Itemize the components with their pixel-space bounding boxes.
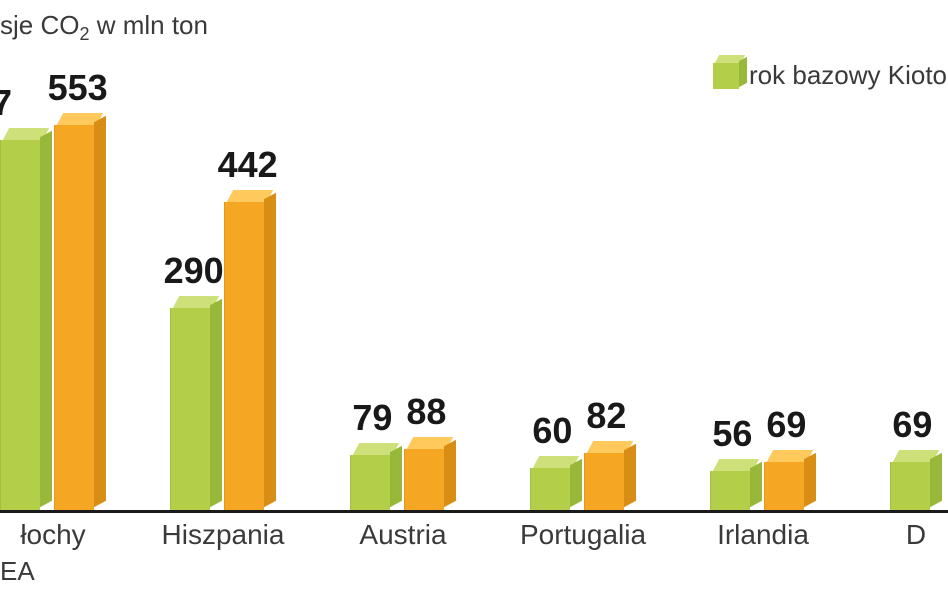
legend: rok bazowy Kioto xyxy=(713,60,948,91)
bar-value: 79 xyxy=(352,397,392,439)
bar-group: 69 xyxy=(890,462,930,510)
x-label: D xyxy=(906,519,926,551)
bar: 69 xyxy=(890,462,930,510)
bar-value: 69 xyxy=(892,404,932,446)
bar-value: 7 xyxy=(0,82,12,124)
bar-value: 442 xyxy=(218,144,278,186)
bar: 56 xyxy=(710,471,750,510)
bar-group: 7 553 xyxy=(0,125,94,510)
bar: 82 xyxy=(584,453,624,510)
bar-group: 290 442 xyxy=(170,202,264,510)
bar: 88 xyxy=(404,449,444,510)
bar: 553 xyxy=(54,125,94,510)
bar: 290 xyxy=(170,308,210,510)
chart-area: 755329044279886082566969 xyxy=(0,120,948,513)
x-label: Hiszpania xyxy=(162,519,285,551)
x-label: Austria xyxy=(359,519,446,551)
x-label: Irlandia xyxy=(717,519,809,551)
bar-group: 60 82 xyxy=(530,453,624,510)
bar: 60 xyxy=(530,468,570,510)
chart-title: sje CO2 w mln ton xyxy=(0,10,208,45)
legend-item-0: rok bazowy Kioto xyxy=(713,60,947,91)
x-axis-labels: łochy Hiszpania Austria Portugalia Irlandia D xyxy=(0,519,948,553)
source-text: EA xyxy=(0,556,35,587)
bar-value: 60 xyxy=(532,410,572,452)
bar-value: 56 xyxy=(712,413,752,455)
bar: 69 xyxy=(764,462,804,510)
bar: 442 xyxy=(224,202,264,510)
bar-value: 69 xyxy=(766,404,806,446)
bar-value: 290 xyxy=(164,250,224,292)
legend-label: rok bazowy Kioto xyxy=(749,60,947,91)
bar-value: 553 xyxy=(48,67,108,109)
bar-value: 82 xyxy=(586,395,626,437)
x-label: łochy xyxy=(20,519,85,551)
legend-swatch xyxy=(713,63,739,89)
bar-value: 88 xyxy=(406,391,446,433)
x-label: Portugalia xyxy=(520,519,646,551)
bar: 79 xyxy=(350,455,390,510)
bar-group: 79 88 xyxy=(350,449,444,510)
bar-group: 56 69 xyxy=(710,462,804,510)
bar: 7 xyxy=(0,140,40,510)
